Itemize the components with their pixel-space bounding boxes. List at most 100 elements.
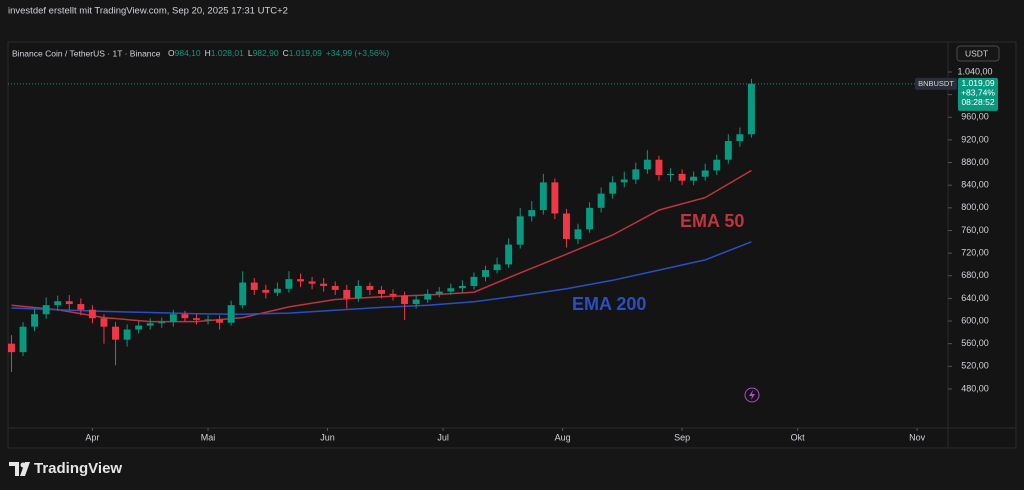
legend-label: H <box>205 48 211 58</box>
candle-body <box>227 305 235 323</box>
candle-body <box>366 285 374 290</box>
candle-body <box>609 182 617 194</box>
candle-body <box>320 283 328 286</box>
candle-body <box>65 301 73 305</box>
candle-body <box>528 210 536 217</box>
candle-body <box>643 159 651 170</box>
x-tick-label: Nov <box>909 432 926 442</box>
legend-value: 1.019,09 <box>289 48 322 58</box>
candle-body <box>377 289 385 294</box>
y-tick-label: 920,00 <box>961 134 989 144</box>
candle-body <box>401 295 409 305</box>
candle-body <box>158 322 166 324</box>
candle-body <box>713 159 721 171</box>
y-tick-label: 960,00 <box>961 112 989 122</box>
candle-body <box>88 309 96 319</box>
candle-body <box>412 299 420 305</box>
candle-body <box>135 325 143 330</box>
y-tick-label: 1.040,00 <box>957 66 992 76</box>
candle-body <box>667 173 674 176</box>
candle-body <box>54 301 62 306</box>
candle-body <box>470 276 478 286</box>
candle-body <box>597 193 605 208</box>
candle-body <box>192 318 200 320</box>
candle-body <box>297 279 304 282</box>
x-tick-label: Sep <box>674 432 690 442</box>
alert-icon[interactable] <box>744 387 760 403</box>
badge-price: 1.019,09 <box>961 78 994 88</box>
candle-body <box>574 229 582 239</box>
candle-body <box>586 207 594 230</box>
candle-body <box>505 244 513 265</box>
currency: USDT <box>965 48 988 58</box>
legend-label: C <box>283 48 289 58</box>
y-tick-label: 640,00 <box>961 293 989 303</box>
y-tick-label: 880,00 <box>961 157 989 167</box>
y-tick-label: 600,00 <box>961 315 989 325</box>
candle-body <box>447 288 455 292</box>
candle-body <box>42 305 50 315</box>
x-tick-label: Jul <box>437 432 449 442</box>
series-label: EMA 200 <box>572 294 646 314</box>
alert-bolt <box>749 390 755 400</box>
ohlc-legend: O984,10 H1.028,01 L982,90 C1.019,09 +34,99 (… <box>168 48 389 58</box>
candle-body <box>331 285 339 290</box>
price-badge <box>958 77 998 111</box>
candle-body <box>736 134 744 142</box>
legend-label: O <box>168 48 175 58</box>
logo-dot <box>20 462 26 468</box>
candle-body <box>562 213 570 239</box>
candle-body <box>678 173 686 181</box>
currency-button[interactable] <box>956 45 1000 62</box>
logo <box>9 462 30 476</box>
candle-body <box>482 270 489 277</box>
y-tick-label: 680,00 <box>961 270 989 280</box>
candle-body <box>8 343 15 353</box>
candle-body <box>539 182 547 211</box>
series-label: EMA 50 <box>680 211 744 231</box>
candle-body <box>747 83 755 135</box>
y-tick-label: 800,00 <box>961 202 989 212</box>
x-tick-label: Jun <box>320 432 335 442</box>
candle-body <box>239 282 247 306</box>
legend-value: 1.028,01 <box>211 48 244 58</box>
legend-label: L <box>248 48 253 58</box>
candle-body <box>100 318 108 327</box>
legend-change: +34,99 (+3,56%) <box>326 48 389 58</box>
candle-body <box>516 216 524 245</box>
candle-body <box>632 169 640 180</box>
ema-line <box>11 241 752 315</box>
candle-body <box>724 141 732 160</box>
candle-body <box>216 319 224 323</box>
x-tick-label: Apr <box>85 432 99 442</box>
symbol-badge <box>915 77 957 90</box>
candle-body <box>123 329 131 340</box>
candle-body <box>77 304 85 310</box>
candle-body <box>343 289 351 299</box>
candle-body <box>620 179 628 183</box>
candle-body <box>169 314 177 323</box>
candle-body <box>262 289 270 293</box>
candle-body <box>273 288 281 293</box>
y-tick-label: 840,00 <box>961 180 989 190</box>
candle-body <box>204 319 212 321</box>
x-tick-label: Mai <box>201 432 216 442</box>
candle-body <box>112 326 119 340</box>
candle-body <box>389 293 397 296</box>
candle-body <box>31 314 39 327</box>
candle-body <box>458 285 466 289</box>
candle-body <box>146 323 154 326</box>
candle-body <box>701 170 709 177</box>
y-tick-label: 520,00 <box>961 361 989 371</box>
candle-body <box>19 326 27 353</box>
y-tick-label: 480,00 <box>961 383 989 393</box>
candle-body <box>424 293 432 300</box>
badge-countdown: 08:28:52 <box>961 97 994 107</box>
y-tick-label: 760,00 <box>961 225 989 235</box>
legend-value: 984,10 <box>175 48 201 58</box>
x-tick-label: Okt <box>791 432 806 442</box>
badge-change: +83,74% <box>961 88 995 98</box>
candle-body <box>250 282 258 290</box>
credit: investdef erstellt mit TradingView.com, … <box>8 6 288 17</box>
chart-title: Binance Coin / TetherUS · 1T · Binance <box>12 48 161 58</box>
